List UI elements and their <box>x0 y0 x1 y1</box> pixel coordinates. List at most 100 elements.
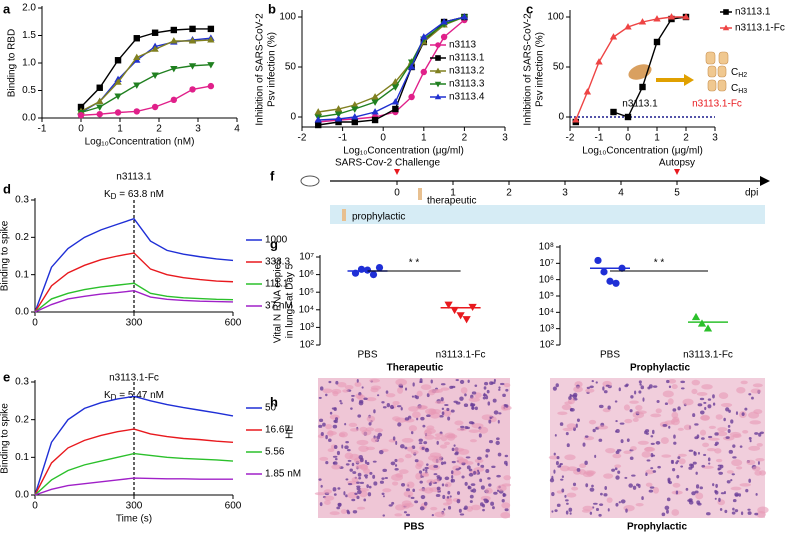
tissue-cell <box>604 486 608 490</box>
tissue-cell <box>717 464 722 467</box>
tissue-cell <box>373 481 378 486</box>
tissue-cell <box>333 419 337 423</box>
tissue-cell <box>346 509 350 513</box>
x-tick-label: 2 <box>156 124 162 135</box>
tissue-cell <box>319 456 329 461</box>
data-point <box>114 78 122 85</box>
timeline-arrow <box>760 176 770 186</box>
tissue-cell <box>420 384 432 391</box>
tissue-cell <box>572 392 578 397</box>
tissue-cell <box>433 473 438 476</box>
tissue-cell <box>602 386 605 391</box>
tissue-cell <box>629 409 633 413</box>
tissue-cell <box>329 511 340 516</box>
autopsy-label: Autopsy <box>659 158 695 169</box>
tissue-cell <box>692 461 697 465</box>
tissue-cell <box>732 498 737 503</box>
curve <box>34 477 233 496</box>
tissue-cell <box>671 384 678 390</box>
tissue-cell <box>559 422 564 426</box>
legend-marker <box>723 9 729 15</box>
tissue-cell <box>487 477 491 480</box>
x-tick-label: PBS <box>357 350 377 361</box>
tissue-cell <box>647 386 651 390</box>
tissue-cell <box>493 491 498 495</box>
tissue-cell <box>319 386 324 391</box>
data-point <box>420 33 428 40</box>
legend-label: n3113.1-Fc <box>735 23 785 34</box>
x-tick-label: -1 <box>338 133 347 144</box>
curve <box>34 395 234 496</box>
data-point <box>371 93 379 100</box>
tissue-cell <box>442 409 452 417</box>
y-tick-label: 10⁷ <box>299 252 314 263</box>
tissue-cell <box>339 399 342 403</box>
timeline-tick-label: 5 <box>674 188 680 199</box>
tissue-cell <box>701 464 706 468</box>
y-axis-label: Binding to spike <box>0 403 11 474</box>
data-point <box>408 93 415 101</box>
tissue-cell <box>567 466 578 472</box>
legend-label: 16.67 <box>265 425 290 436</box>
y-tick-label: 0 <box>558 112 564 123</box>
tissue-cell <box>416 405 428 410</box>
y-tick-label: 10⁴ <box>299 304 314 315</box>
tissue-cell <box>641 451 651 458</box>
prophylactic-band <box>330 205 765 224</box>
tissue-cell <box>638 390 642 394</box>
data-point <box>334 111 343 118</box>
y-axis-label: Inhibition of SARS-CoV-2 <box>255 13 266 126</box>
tissue-cell <box>349 468 353 472</box>
tissue-cell <box>381 401 385 404</box>
tissue-cell <box>726 480 731 484</box>
tissue-cell <box>443 508 446 511</box>
tissue-cell <box>676 474 680 479</box>
tissue-cell <box>451 447 455 452</box>
kd-part: = 5.47 nM <box>116 390 164 401</box>
tissue-cell <box>428 482 432 486</box>
tissue-cell <box>607 508 610 512</box>
domain-sub: H3 <box>738 88 747 95</box>
tissue-cell <box>423 441 428 445</box>
histology: h HE PBS Prophylactic <box>270 378 769 533</box>
y-tick-label: 0.5 <box>22 85 36 96</box>
tissue-cell <box>493 378 496 383</box>
tissue-cell <box>434 389 443 393</box>
tissue-cell <box>555 383 559 388</box>
tissue-cell <box>454 420 464 426</box>
tissue-cell <box>614 400 618 403</box>
legend-label: n3113 <box>449 40 477 51</box>
timeline-unit: dpi <box>745 188 758 199</box>
tissue-cell <box>677 456 681 460</box>
tissue-cell <box>441 411 445 416</box>
tissue-cell <box>422 468 425 472</box>
tissue-cell <box>641 496 644 501</box>
tissue-cell <box>728 449 734 454</box>
panel-letter: c <box>526 1 533 16</box>
tissue-cell <box>739 445 743 448</box>
curve <box>80 39 211 113</box>
tissue-cell <box>485 469 490 474</box>
tissue-cell <box>569 393 572 398</box>
data-point <box>207 82 215 90</box>
x-tick-label: 3 <box>195 124 201 135</box>
tissue-cell <box>356 481 360 484</box>
tissue-cell <box>615 502 619 507</box>
tissue-cell <box>703 453 707 457</box>
data-point <box>610 108 617 116</box>
tissue-cell <box>498 412 502 415</box>
tissue-cell <box>440 387 450 391</box>
x-tick-label: 4 <box>234 124 240 135</box>
tissue-cell <box>676 460 680 463</box>
tissue-cell <box>566 502 569 505</box>
tissue-cell <box>470 483 476 487</box>
tissue-cell <box>428 389 436 396</box>
mouse-icon <box>300 175 320 187</box>
tissue-cell <box>446 434 458 439</box>
y-axis-label: Psv infection (%) <box>535 32 546 107</box>
tissue-cell <box>341 444 344 449</box>
tissue-cell <box>415 472 422 480</box>
tissue-cell <box>349 428 359 432</box>
tissue-cell <box>445 497 452 502</box>
data-point <box>369 271 378 279</box>
